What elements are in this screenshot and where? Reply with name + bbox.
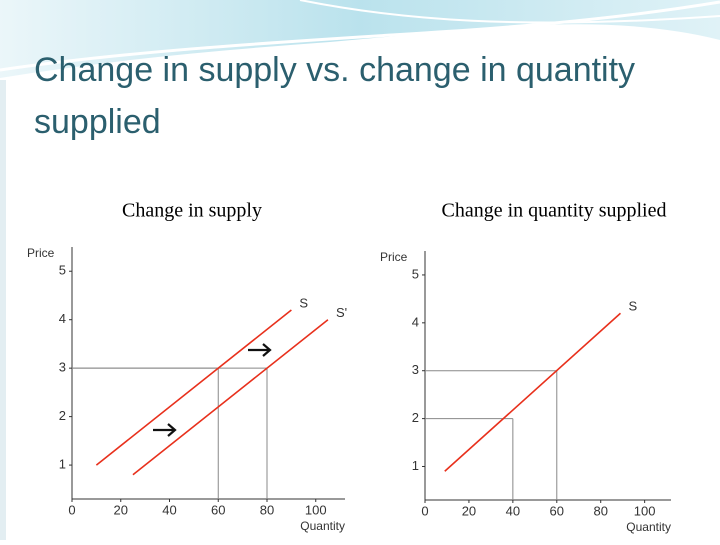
y-tick-label: 5 [412, 266, 419, 281]
x-tick-label: 80 [260, 502, 274, 517]
chart-panel [22, 237, 355, 540]
x-tick-label: 0 [68, 502, 75, 517]
series-label: S [628, 299, 637, 314]
title-box: Change in supply vs. change in quantity … [34, 51, 636, 141]
x-tick-label: 0 [421, 503, 428, 518]
x-tick-label: 100 [634, 503, 656, 518]
swoosh-line [299, 0, 720, 24]
x-tick-label: 20 [462, 503, 476, 518]
supply-line [132, 319, 329, 476]
y-axis-label: Price [380, 250, 408, 264]
swoosh-line [0, 0, 720, 72]
supply-line [444, 312, 622, 472]
series-label: S' [336, 305, 347, 320]
y-tick-label: 4 [59, 311, 66, 326]
chart-subtitle: Change in supply [122, 200, 262, 222]
y-tick-label: 2 [59, 408, 66, 423]
side-bar [0, 80, 6, 540]
chart-panel [360, 240, 678, 540]
y-axis-label: Price [27, 246, 55, 260]
y-tick-label: 3 [412, 362, 419, 377]
x-axis-label: Quantity [626, 520, 671, 534]
y-tick-label: 1 [412, 458, 419, 473]
slide-title: Change in supply vs. change in quantity … [34, 51, 636, 141]
x-tick-label: 40 [162, 502, 176, 517]
shift-arrows [153, 343, 272, 437]
plots: 1 2 3 4 5 0 20 40 60 80 100 Price Quantity S S' 1 2 3 4 5 0 2… [27, 246, 671, 534]
x-tick-label: 40 [506, 503, 520, 518]
swoosh [0, 0, 720, 78]
x-tick-label: 100 [305, 502, 327, 517]
supply-line [95, 309, 292, 466]
y-tick-label: 3 [59, 360, 66, 375]
chart-subtitle: Change in quantity supplied [442, 200, 667, 222]
y-tick-label: 4 [412, 314, 419, 329]
arrow [248, 343, 272, 357]
x-tick-label: 80 [593, 503, 607, 518]
x-tick-label: 20 [114, 502, 128, 517]
y-tick-label: 2 [412, 410, 419, 425]
x-tick-label: 60 [211, 502, 225, 517]
x-tick-label: 60 [550, 503, 564, 518]
x-axis-label: Quantity [300, 519, 345, 533]
series-label: S [299, 295, 308, 310]
y-tick-label: 1 [59, 457, 66, 472]
y-tick-label: 5 [59, 263, 66, 278]
arrow [153, 423, 177, 437]
